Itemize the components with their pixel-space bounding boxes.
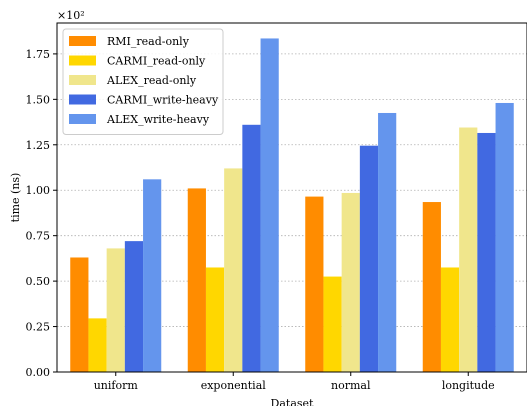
y-tick-label: 0.00 xyxy=(26,366,51,379)
x-tick-label: longitude xyxy=(442,379,495,392)
y-tick-label: 1.00 xyxy=(26,184,51,197)
y-tick-label: 1.25 xyxy=(26,139,51,152)
bar-ALEX_read-only-normal xyxy=(341,192,360,372)
bar-RMI_read-only-longitude xyxy=(422,202,441,372)
y-tick-label: 1.50 xyxy=(26,93,51,106)
bar-RMI_read-only-normal xyxy=(305,196,324,372)
bar-ALEX_write-heavy-uniform xyxy=(143,179,162,372)
bar-ALEX_read-only-longitude xyxy=(459,127,478,373)
x-axis-ticks: uniform exponential normal longitude xyxy=(94,372,495,392)
bar-ALEX_write-heavy-normal xyxy=(378,112,397,372)
bar-CARMI_read-only-exponential xyxy=(205,267,225,372)
y-tick-label: 0.75 xyxy=(26,230,51,243)
legend-label: RMI_read-only xyxy=(107,35,190,48)
bar-CARMI_write-heavy-exponential xyxy=(242,124,261,373)
legend-label: ALEX_read-only xyxy=(106,74,197,87)
legend-label: CARMI_read-only xyxy=(107,55,206,68)
bar-RMI_read-only-uniform xyxy=(70,257,89,372)
legend-label: ALEX_write-heavy xyxy=(106,113,210,126)
legend-swatch xyxy=(69,36,96,46)
x-tick-label: uniform xyxy=(94,379,139,392)
y-axis-label: time (ns) xyxy=(9,173,22,223)
bar-CARMI_write-heavy-longitude xyxy=(477,132,496,372)
legend: RMI_read-only CARMI_read-only ALEX_read-on… xyxy=(62,28,224,135)
legend-swatch xyxy=(69,94,96,105)
bar-CARMI_write-heavy-normal xyxy=(359,145,379,372)
y-tick-label: 0.50 xyxy=(26,275,51,288)
bar-CARMI_read-only-longitude xyxy=(440,267,460,372)
bar-CARMI_write-heavy-uniform xyxy=(124,241,144,372)
bar-CARMI_read-only-normal xyxy=(323,276,342,372)
x-tick-label: normal xyxy=(331,379,371,392)
legend-swatch xyxy=(69,114,96,124)
bars xyxy=(70,38,514,373)
bar-ALEX_read-only-uniform xyxy=(106,248,125,372)
legend-box xyxy=(62,28,224,135)
legend-swatch xyxy=(69,55,96,66)
bar-ALEX_write-heavy-longitude xyxy=(495,102,514,373)
x-tick-label: exponential xyxy=(201,379,267,392)
y-axis-ticks: 0.00 0.25 0.50 0.75 1.00 1.25 1.50 1.75 xyxy=(26,48,57,379)
x-axis-label: Dataset xyxy=(271,397,315,406)
bar-RMI_read-only-exponential xyxy=(187,188,206,372)
y-tick-label: 0.25 xyxy=(26,321,51,334)
legend-label: CARMI_write-heavy xyxy=(107,94,219,107)
bar-ALEX_write-heavy-exponential xyxy=(260,38,279,372)
plot-frame xyxy=(56,22,527,373)
y-axis-exponent-label: ×10² xyxy=(57,9,85,22)
bar-ALEX_read-only-exponential xyxy=(224,168,243,372)
y-tick-label: 1.75 xyxy=(26,48,51,61)
bar-CARMI_read-only-uniform xyxy=(88,318,107,372)
legend-swatch xyxy=(69,75,96,85)
